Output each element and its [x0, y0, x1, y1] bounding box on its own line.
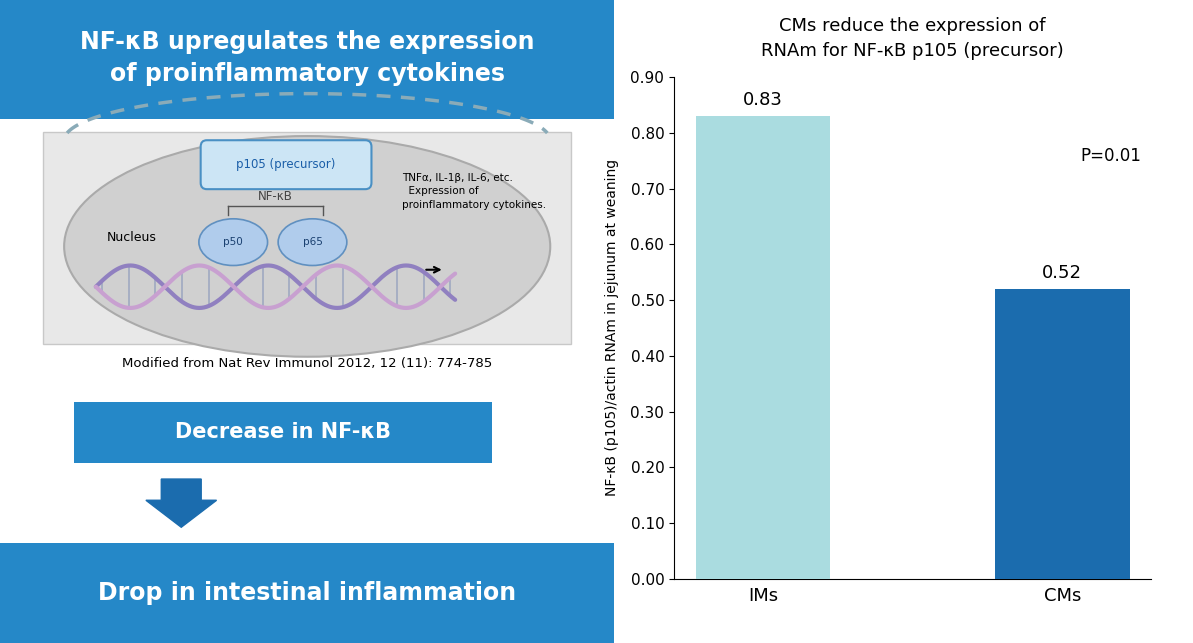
Ellipse shape: [278, 219, 347, 266]
Text: p50: p50: [223, 237, 243, 247]
Text: 0.83: 0.83: [743, 91, 783, 109]
Bar: [995, 289, 1130, 579]
FancyArrow shape: [146, 479, 217, 527]
FancyBboxPatch shape: [43, 132, 571, 344]
Text: P=0.01: P=0.01: [1081, 147, 1142, 165]
Bar: [696, 116, 830, 579]
Text: Nucleus: Nucleus: [106, 231, 156, 244]
Text: NF-κB upregulates the expression
of proinflammatory cytokines: NF-κB upregulates the expression of proi…: [80, 30, 534, 86]
Text: NF-κB: NF-κB: [258, 190, 293, 203]
Text: 0.52: 0.52: [1043, 264, 1082, 282]
FancyBboxPatch shape: [0, 0, 614, 119]
FancyBboxPatch shape: [0, 543, 614, 643]
FancyBboxPatch shape: [200, 140, 371, 189]
Text: p65: p65: [303, 237, 322, 247]
Ellipse shape: [199, 219, 267, 266]
Title: CMs reduce the expression of
RNAm for NF-κB p105 (precursor): CMs reduce the expression of RNAm for NF…: [761, 17, 1064, 60]
Text: Drop in intestinal inflammation: Drop in intestinal inflammation: [98, 581, 517, 605]
FancyBboxPatch shape: [74, 402, 492, 463]
Y-axis label: NF-κB (p105)/actin RNAm in jejunum at weaning: NF-κB (p105)/actin RNAm in jejunum at we…: [605, 159, 619, 496]
Text: p105 (precursor): p105 (precursor): [236, 158, 335, 171]
Ellipse shape: [64, 136, 550, 357]
Text: Modified from Nat Rev Immunol 2012, 12 (11): 774-785: Modified from Nat Rev Immunol 2012, 12 (…: [122, 357, 493, 370]
Text: TNFα, IL-1β, IL-6, etc.
  Expression of
proinflammatory cytokines.: TNFα, IL-1β, IL-6, etc. Expression of pr…: [402, 172, 546, 210]
Text: Decrease in NF-κB: Decrease in NF-κB: [174, 422, 390, 442]
